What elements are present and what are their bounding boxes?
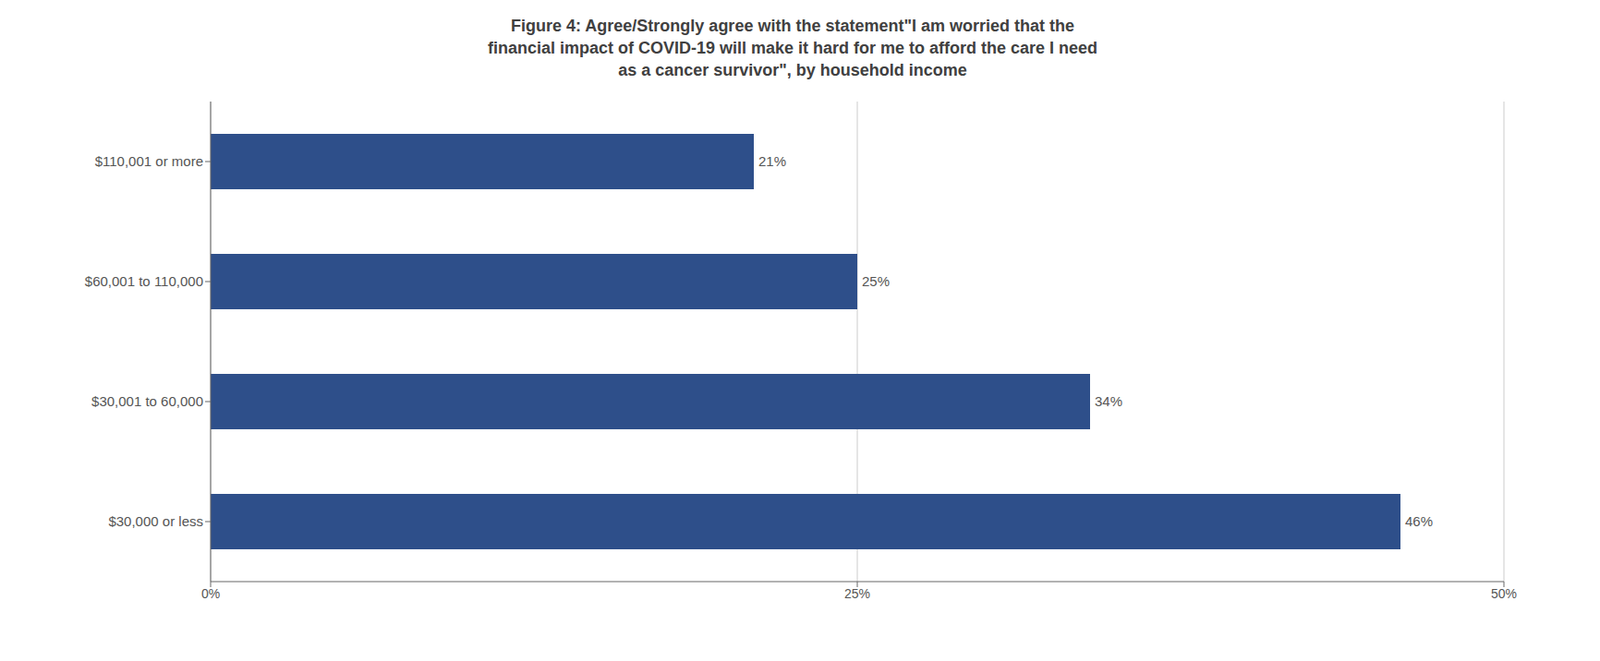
html-text:Figure 4: Agree/Strongly agree: Figure 4: Agree/Strongly agree with the … — [510, 16, 1075, 36]
html-text:as a cancer survivor", by hous: as a cancer survivor", by household inco… — [618, 60, 968, 80]
svg-text:$30,000 or less: $30,000 or less — [108, 513, 204, 530]
svg-text:$60,001 to 110,000: $60,001 to 110,000 — [84, 273, 204, 290]
svg-text:25%: 25% — [844, 586, 871, 602]
svg-text:21%: 21% — [758, 153, 787, 170]
svg-text:34%: 34% — [1094, 393, 1123, 410]
svg-text:46%: 46% — [1405, 513, 1433, 530]
svg-text:$110,001 or more: $110,001 or more — [95, 153, 204, 170]
svg-text:50%: 50% — [1490, 586, 1517, 602]
svg-text:$30,001 to 60,000: $30,001 to 60,000 — [91, 393, 204, 410]
svg-text:25%: 25% — [861, 273, 890, 290]
html-text:financial impact of COVID-19 w: financial impact of COVID-19 will make i… — [487, 38, 1098, 58]
svg-text:0%: 0% — [201, 586, 220, 602]
